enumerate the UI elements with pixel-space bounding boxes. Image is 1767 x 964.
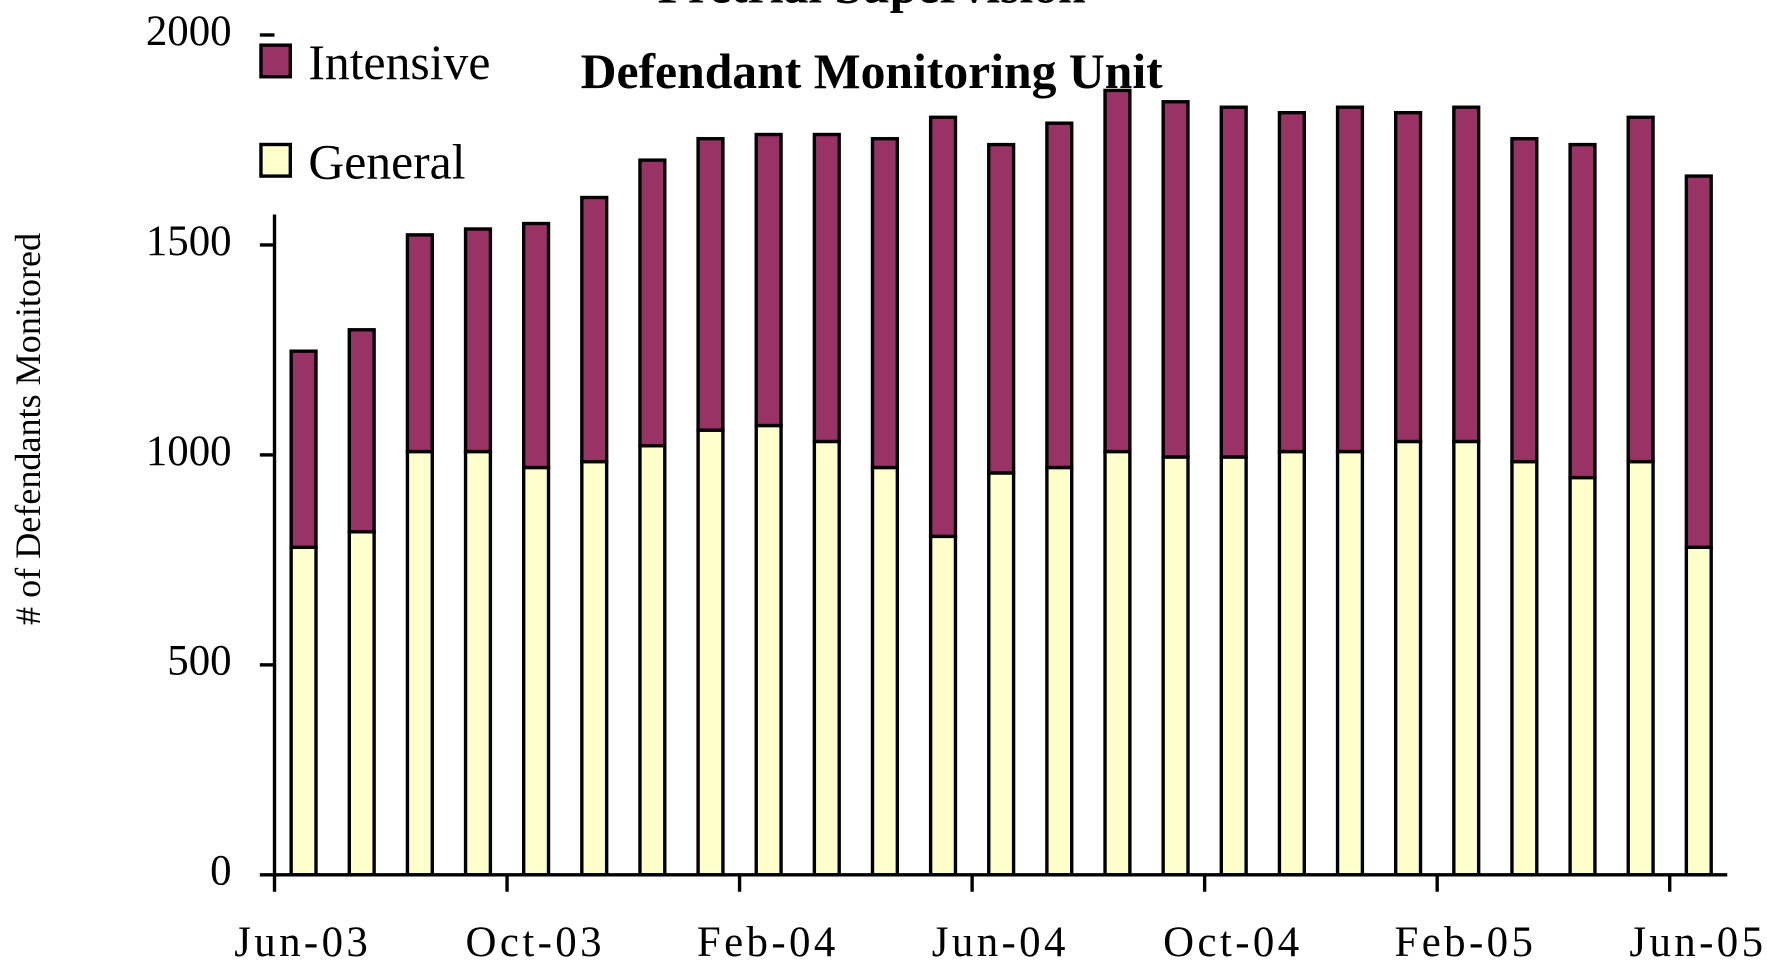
bar-segment [463,227,493,454]
bar-segment [638,158,667,448]
y-axis-label: # of Defendants Monitored [8,233,48,625]
legend-label: General [308,134,465,189]
bar-segment [1394,110,1423,444]
y-tick-label: 1500 [146,218,232,265]
bar-segment [1335,449,1365,877]
bar-segment [580,195,609,464]
bar-segment [1568,475,1597,877]
bar-segment [289,349,318,549]
bar-segment [521,465,551,877]
y-tick-label: 2000 [146,8,232,55]
x-tick-label: Oct-03 [466,919,605,964]
y-tick-label: 500 [167,638,231,685]
legend-label: Intensive [308,35,490,90]
bar-segment [580,459,609,877]
x-tick-label: Oct-04 [1163,919,1302,964]
bar-segment [696,137,725,432]
bar-segment [812,439,841,877]
bar-segment [1452,439,1481,877]
bar-segment [870,137,900,470]
bar-segment [1045,121,1074,470]
bar-segment [870,465,900,877]
x-tick-label: Jun-05 [1629,919,1766,964]
chart-title: Pretrial Supervision [658,0,1086,13]
bar-segment [463,449,493,877]
bar-segment [1626,115,1655,464]
bar-segment [1684,545,1713,877]
x-tick-label: Jun-04 [932,919,1069,964]
bar-segment [1219,105,1248,459]
bar-segment [812,132,841,444]
bar-segment [1335,105,1365,454]
legend-swatch [259,43,293,79]
bar-segment [1219,455,1248,877]
bar-segment [1510,459,1539,877]
y-tick-label: 1000 [146,428,232,475]
x-tick-label: Feb-04 [697,919,839,964]
bar-segment [1277,449,1306,877]
bar-segment [638,443,667,877]
bar-segment [521,221,551,470]
bar-segment [405,233,434,454]
x-tick-label: Feb-05 [1395,919,1537,964]
bar-segment [1684,174,1713,549]
bar-segment [1161,455,1190,877]
y-tick-label: 0 [210,848,231,895]
bar-segment [928,534,958,877]
x-tick-label: Jun-03 [234,919,371,964]
bar-segment [1045,465,1074,877]
bar-segment [1161,100,1190,459]
bar-segment [754,132,783,428]
chart-subtitle: Defendant Monitoring Unit [581,44,1164,99]
bar-segment [347,530,376,877]
bar-segment [987,471,1016,877]
bar-segment [1103,88,1132,454]
bar-segment [696,428,725,877]
bar-segment [1626,459,1655,877]
bar-segment [289,545,318,877]
bar-segment [928,115,958,539]
bar-segment [1452,105,1481,444]
bar-segment [1103,449,1132,877]
bar-segment [405,449,434,877]
bar-segment [1568,142,1597,480]
bar-segment [1277,110,1306,454]
bar-segment [754,423,783,877]
bar-segment [347,328,376,534]
bar-segment [1510,137,1539,464]
bar-segment [1394,439,1423,877]
legend-swatch [259,142,293,178]
bar-segment [987,142,1016,475]
